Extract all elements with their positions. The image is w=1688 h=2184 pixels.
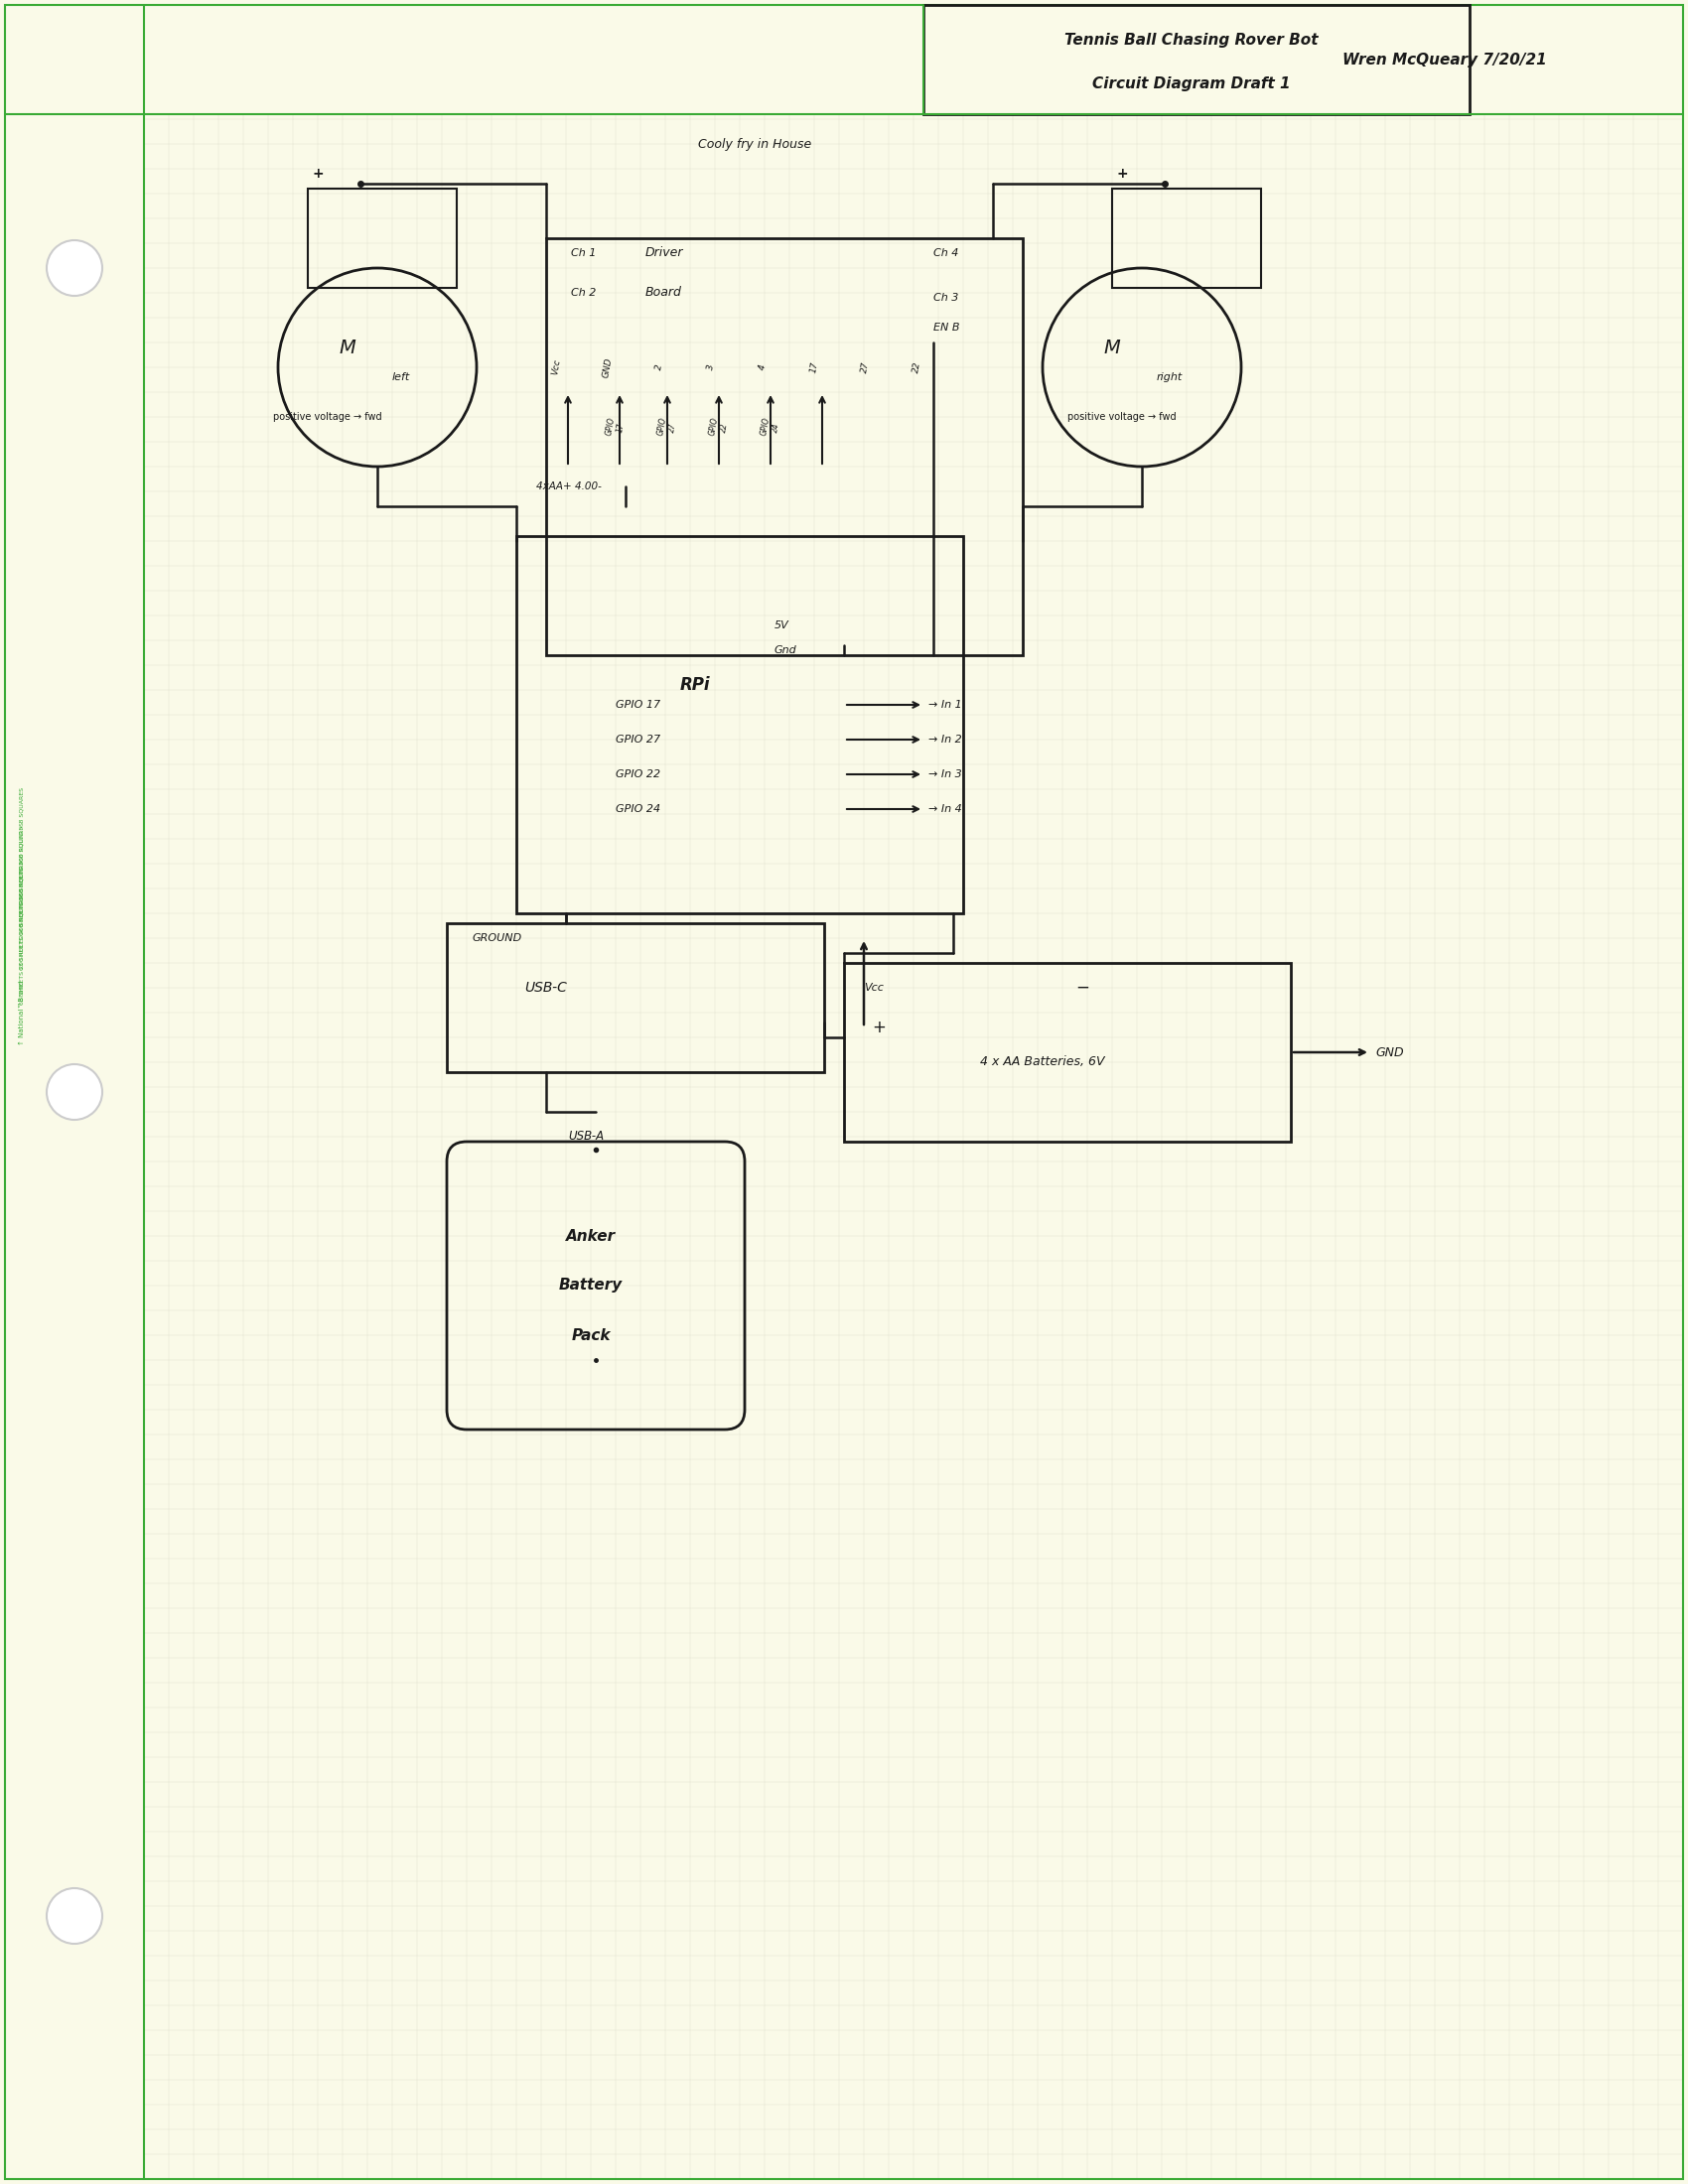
- Text: +: +: [1116, 166, 1128, 181]
- Text: GPIO
24: GPIO 24: [760, 415, 782, 437]
- Circle shape: [47, 1889, 103, 1944]
- Text: Board: Board: [645, 286, 682, 299]
- Circle shape: [47, 1064, 103, 1120]
- Text: 5V: 5V: [775, 620, 788, 631]
- Text: → In 1: → In 1: [928, 699, 962, 710]
- Text: positive voltage → fwd: positive voltage → fwd: [1067, 413, 1177, 422]
- Text: → In 2: → In 2: [928, 734, 962, 745]
- Text: 63 SHEETS 200 RULED • 8 SQUARES: 63 SHEETS 200 RULED • 8 SQUARES: [19, 786, 24, 900]
- Text: Ch 2: Ch 2: [571, 288, 596, 297]
- Text: Cooly fry in House: Cooly fry in House: [697, 138, 812, 151]
- Text: 4: 4: [758, 365, 768, 371]
- Text: USB-C: USB-C: [525, 981, 567, 994]
- Text: 27: 27: [861, 360, 871, 373]
- Text: → In 3: → In 3: [928, 769, 962, 780]
- Text: Circuit Diagram Draft 1: Circuit Diagram Draft 1: [1092, 76, 1291, 92]
- Text: Gnd: Gnd: [775, 644, 797, 655]
- Text: Ch 3: Ch 3: [933, 293, 959, 304]
- Text: → In 4: → In 4: [928, 804, 962, 815]
- Text: left: left: [392, 371, 410, 382]
- Text: 63 SHEETS 200 RULED • 8 SQUARES: 63 SHEETS 200 RULED • 8 SQUARES: [19, 891, 24, 1005]
- Text: Ch 4: Ch 4: [933, 249, 959, 258]
- Text: GPIO 17: GPIO 17: [616, 699, 660, 710]
- Text: Pack: Pack: [571, 1328, 611, 1343]
- Text: 17: 17: [809, 360, 820, 373]
- Text: $M$: $M$: [1102, 339, 1121, 356]
- Text: Tennis Ball Chasing Rover Bot: Tennis Ball Chasing Rover Bot: [1065, 33, 1318, 48]
- Text: Wren McQueary 7/20/21: Wren McQueary 7/20/21: [1342, 52, 1546, 68]
- Text: GPIO
27: GPIO 27: [657, 415, 679, 437]
- Text: GPIO
22: GPIO 22: [707, 415, 729, 437]
- Text: USB-A: USB-A: [567, 1131, 604, 1142]
- Text: Anker: Anker: [565, 1227, 616, 1243]
- Text: Driver: Driver: [645, 247, 684, 260]
- Text: 3: 3: [706, 365, 716, 371]
- Text: 4 x AA Batteries, 6V: 4 x AA Batteries, 6V: [981, 1055, 1106, 1068]
- Text: Battery: Battery: [559, 1278, 623, 1293]
- Text: GND: GND: [1376, 1046, 1404, 1059]
- Text: 2: 2: [655, 365, 663, 371]
- Text: GROUND: GROUND: [471, 933, 522, 943]
- Text: Vcc: Vcc: [864, 983, 883, 994]
- Text: 22: 22: [912, 360, 923, 373]
- Text: GPIO
17: GPIO 17: [604, 415, 626, 437]
- Text: Vcc: Vcc: [550, 358, 562, 376]
- Text: GPIO 24: GPIO 24: [616, 804, 660, 815]
- Text: RPi: RPi: [680, 677, 711, 695]
- Circle shape: [47, 240, 103, 295]
- Text: 63 SHEETS 200 RULED • 8 SQUARES: 63 SHEETS 200 RULED • 8 SQUARES: [19, 821, 24, 935]
- Text: GPIO 27: GPIO 27: [616, 734, 660, 745]
- Text: Ch 1: Ch 1: [571, 249, 596, 258]
- Text: +: +: [312, 166, 324, 181]
- Text: 4xAA+ 4.00-: 4xAA+ 4.00-: [537, 480, 601, 491]
- Text: GND: GND: [601, 356, 614, 378]
- Text: −: −: [1075, 978, 1089, 996]
- Text: $M$: $M$: [339, 339, 356, 356]
- Text: positive voltage → fwd: positive voltage → fwd: [273, 413, 381, 422]
- Text: 63 SHEETS 200 RULED • 8 SQUARES: 63 SHEETS 200 RULED • 8 SQUARES: [19, 856, 24, 970]
- Text: right: right: [1156, 371, 1183, 382]
- Text: ↑ National™Brand: ↑ National™Brand: [19, 981, 25, 1044]
- Text: +: +: [873, 1018, 886, 1037]
- Text: EN B: EN B: [933, 323, 960, 332]
- Text: GPIO 22: GPIO 22: [616, 769, 660, 780]
